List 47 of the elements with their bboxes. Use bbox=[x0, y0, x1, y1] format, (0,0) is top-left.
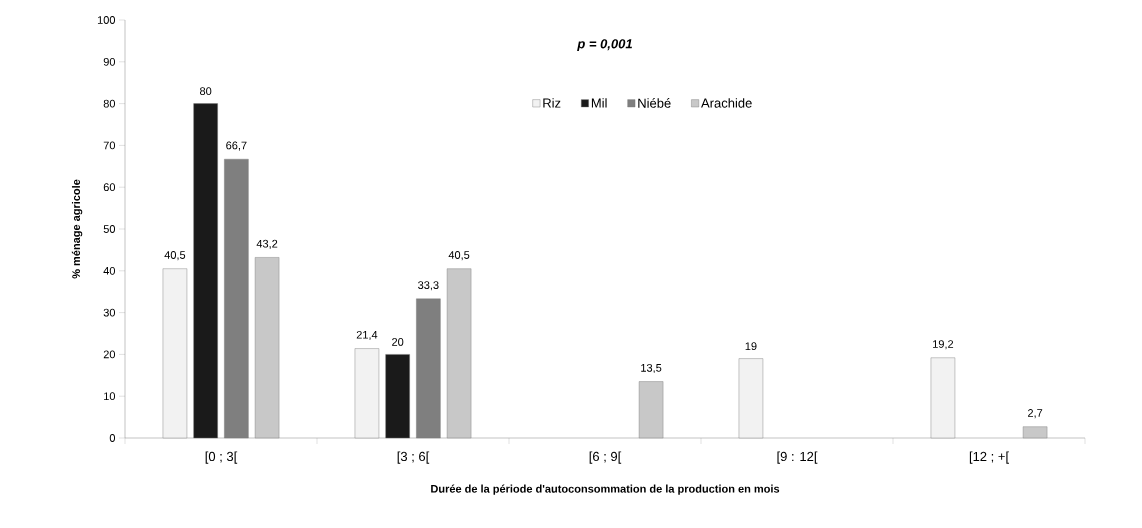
data-label: 20 bbox=[392, 338, 404, 346]
x-tick-label: [6 ; 9[ bbox=[589, 451, 622, 464]
bar bbox=[416, 298, 441, 439]
x-tick-label: [3 ; 6[ bbox=[397, 451, 430, 464]
legend-label: Niébé bbox=[638, 98, 671, 108]
y-axis-title: % ménage agricole bbox=[71, 179, 83, 279]
y-tick-label: 20 bbox=[103, 350, 116, 359]
y-tick-label: 60 bbox=[103, 183, 116, 192]
bar bbox=[254, 257, 280, 439]
bar bbox=[162, 268, 188, 439]
y-tick-label: 80 bbox=[103, 99, 116, 108]
x-tick-label: [0 ; 3[ bbox=[205, 451, 238, 464]
y-tick-label: 90 bbox=[103, 57, 116, 66]
x-tick-label: [12 ; +[ bbox=[969, 451, 1009, 464]
y-tick-label: 0 bbox=[109, 434, 116, 442]
data-label: 2,7 bbox=[1027, 409, 1043, 419]
bar bbox=[354, 348, 380, 439]
data-label: 40,5 bbox=[164, 251, 186, 261]
y-tick-label: 100 bbox=[97, 16, 116, 24]
legend-label: Riz bbox=[543, 98, 561, 108]
data-label: 13,5 bbox=[641, 363, 662, 374]
data-label: 80 bbox=[200, 87, 212, 96]
bar bbox=[638, 381, 664, 439]
y-tick-label: 10 bbox=[104, 392, 116, 401]
bar bbox=[446, 268, 472, 439]
bar bbox=[1022, 426, 1048, 439]
data-label: 33,3 bbox=[418, 281, 439, 291]
y-tick-label: 70 bbox=[103, 141, 116, 150]
data-label: 19 bbox=[745, 342, 757, 351]
x-axis-title: Durée de la période d'autoconsommation de la production en mois bbox=[431, 484, 780, 495]
data-label: 43,2 bbox=[256, 239, 278, 249]
legend-label: Arachide bbox=[701, 98, 752, 108]
bar bbox=[193, 103, 218, 439]
text: p = 0,001 bbox=[577, 39, 632, 51]
bar bbox=[224, 158, 249, 439]
data-label: 66,7 bbox=[226, 141, 247, 151]
data-label: 21,4 bbox=[356, 330, 378, 341]
bar bbox=[930, 357, 956, 439]
y-tick-label: 30 bbox=[103, 308, 116, 317]
x-tick-label: [9 : 12[ bbox=[777, 451, 818, 464]
data-label: 40,5 bbox=[448, 251, 470, 261]
legend-label: Mil bbox=[591, 98, 607, 108]
y-tick-label: 40 bbox=[103, 266, 116, 275]
bar bbox=[385, 354, 410, 439]
bar bbox=[738, 358, 764, 439]
data-label: 19,2 bbox=[933, 340, 954, 350]
y-tick-label: 50 bbox=[103, 225, 116, 233]
